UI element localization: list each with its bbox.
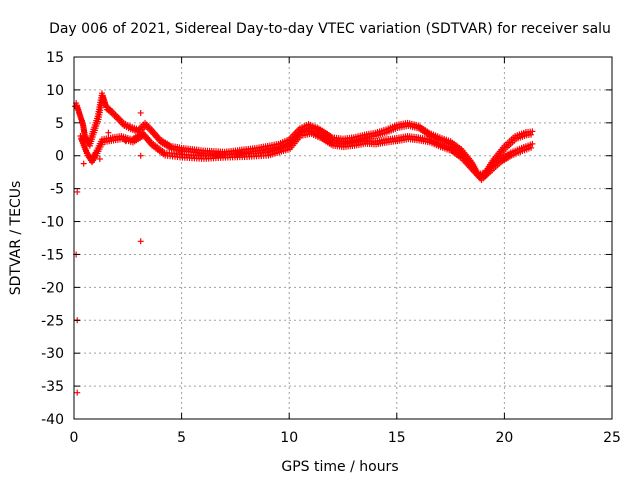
chart-title: Day 006 of 2021, Sidereal Day-to-day VTE…	[49, 21, 611, 37]
data-point-marker	[137, 238, 144, 245]
y-tick-label: -25	[41, 313, 64, 329]
y-tick-label: -10	[41, 215, 64, 231]
data-point-marker	[105, 129, 112, 136]
data-point-marker	[72, 103, 79, 110]
y-tick-label: -20	[41, 280, 64, 296]
x-tick-label: 0	[70, 430, 79, 446]
y-tick-label: 15	[46, 50, 64, 66]
data-point-marker	[80, 160, 87, 167]
y-tick-label: -35	[41, 379, 64, 395]
x-tick-label: 20	[495, 430, 513, 446]
x-tick-label: 25	[603, 430, 621, 446]
y-tick-label: 10	[46, 83, 64, 99]
data-point-marker	[137, 109, 144, 116]
y-tick-label: 0	[55, 149, 64, 165]
data-point-marker	[528, 144, 535, 151]
data-points	[72, 90, 536, 396]
y-tick-label: -15	[41, 247, 64, 263]
y-tick-label: -5	[50, 182, 64, 198]
x-tick-label: 10	[280, 430, 298, 446]
data-point-marker	[137, 152, 144, 159]
plot-frame	[73, 56, 613, 420]
y-axis-ticks: 15 10 5 0 -5 -10 -15 -20 -25 -30 -35 -40	[41, 50, 612, 428]
x-axis-label: GPS time / hours	[281, 459, 398, 475]
data-point-marker	[96, 156, 103, 163]
data-point-marker	[74, 188, 81, 195]
data-point-marker	[528, 131, 535, 138]
x-axis-ticks: 0 5 10 15 20 25	[70, 57, 621, 446]
x-tick-label: 5	[177, 430, 186, 446]
y-tick-label: -30	[41, 346, 64, 362]
y-tick-label: -40	[41, 412, 64, 428]
data-point-marker	[74, 389, 81, 396]
data-point-marker	[529, 128, 536, 135]
y-axis-label: SDTVAR / TECUs	[8, 181, 24, 296]
grid	[74, 57, 612, 419]
y-tick-label: 5	[55, 116, 64, 132]
x-tick-label: 15	[388, 430, 406, 446]
data-point-marker	[122, 138, 129, 145]
data-point-marker	[529, 140, 536, 147]
